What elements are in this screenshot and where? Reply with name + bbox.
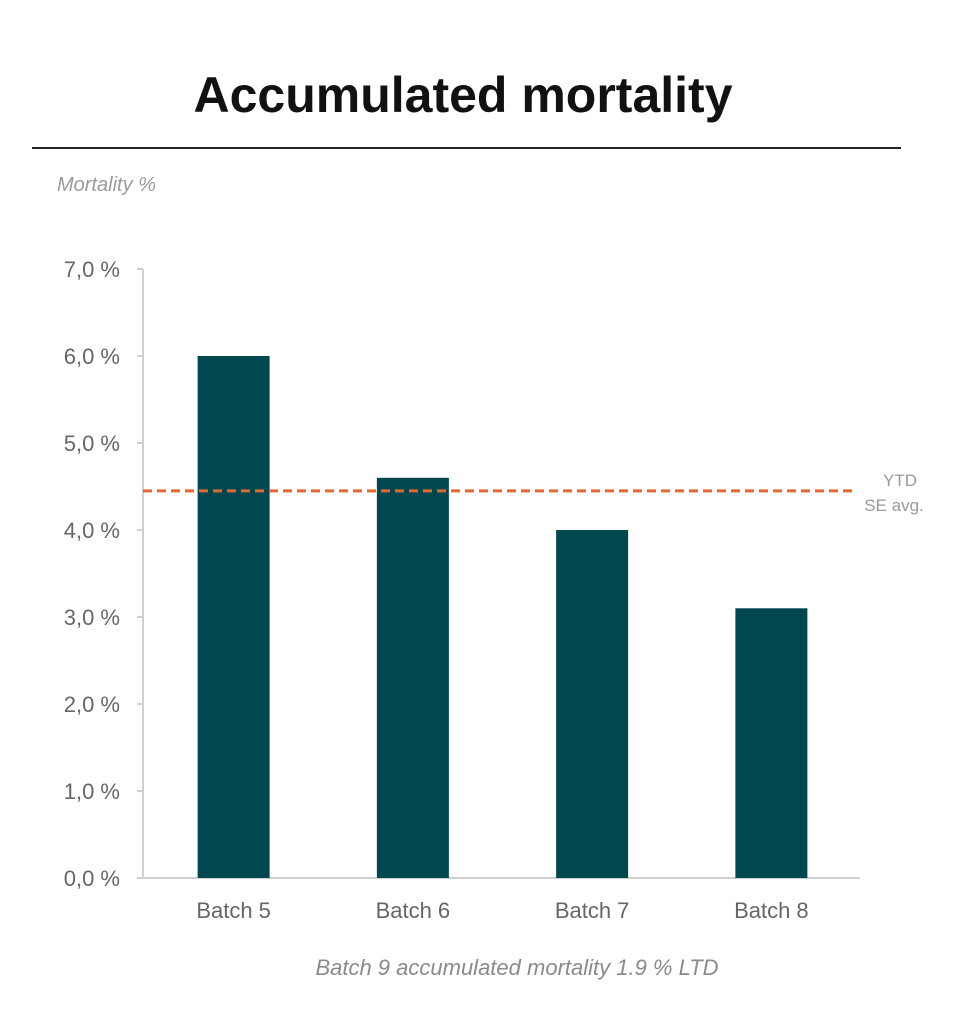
y-tick-label: 6,0 % [64,344,120,369]
bar-batch-8 [735,608,808,878]
bar-batch-7 [556,530,629,878]
x-tick-label: Batch 5 [196,898,271,923]
y-tick-label: 3,0 % [64,605,120,630]
y-tick-label: 1,0 % [64,779,120,804]
title-divider [32,147,901,149]
x-tick-label: Batch 8 [734,898,809,923]
bar-batch-5 [197,356,270,878]
x-tick-label: Batch 7 [555,898,630,923]
y-tick-label: 5,0 % [64,431,120,456]
reference-line-label: YTD [883,471,917,490]
x-tick-label: Batch 6 [376,898,451,923]
chart-title: Accumulated mortality [193,67,733,123]
footnote: Batch 9 accumulated mortality 1.9 % LTD [315,955,719,980]
y-tick-label: 7,0 % [64,257,120,282]
y-tick-label: 4,0 % [64,518,120,543]
bar-batch-6 [376,477,449,878]
y-axis-label: Mortality % [57,174,156,196]
y-tick-label: 0,0 % [64,866,120,891]
reference-line-label: SE avg. [864,496,924,515]
y-tick-label: 2,0 % [64,692,120,717]
